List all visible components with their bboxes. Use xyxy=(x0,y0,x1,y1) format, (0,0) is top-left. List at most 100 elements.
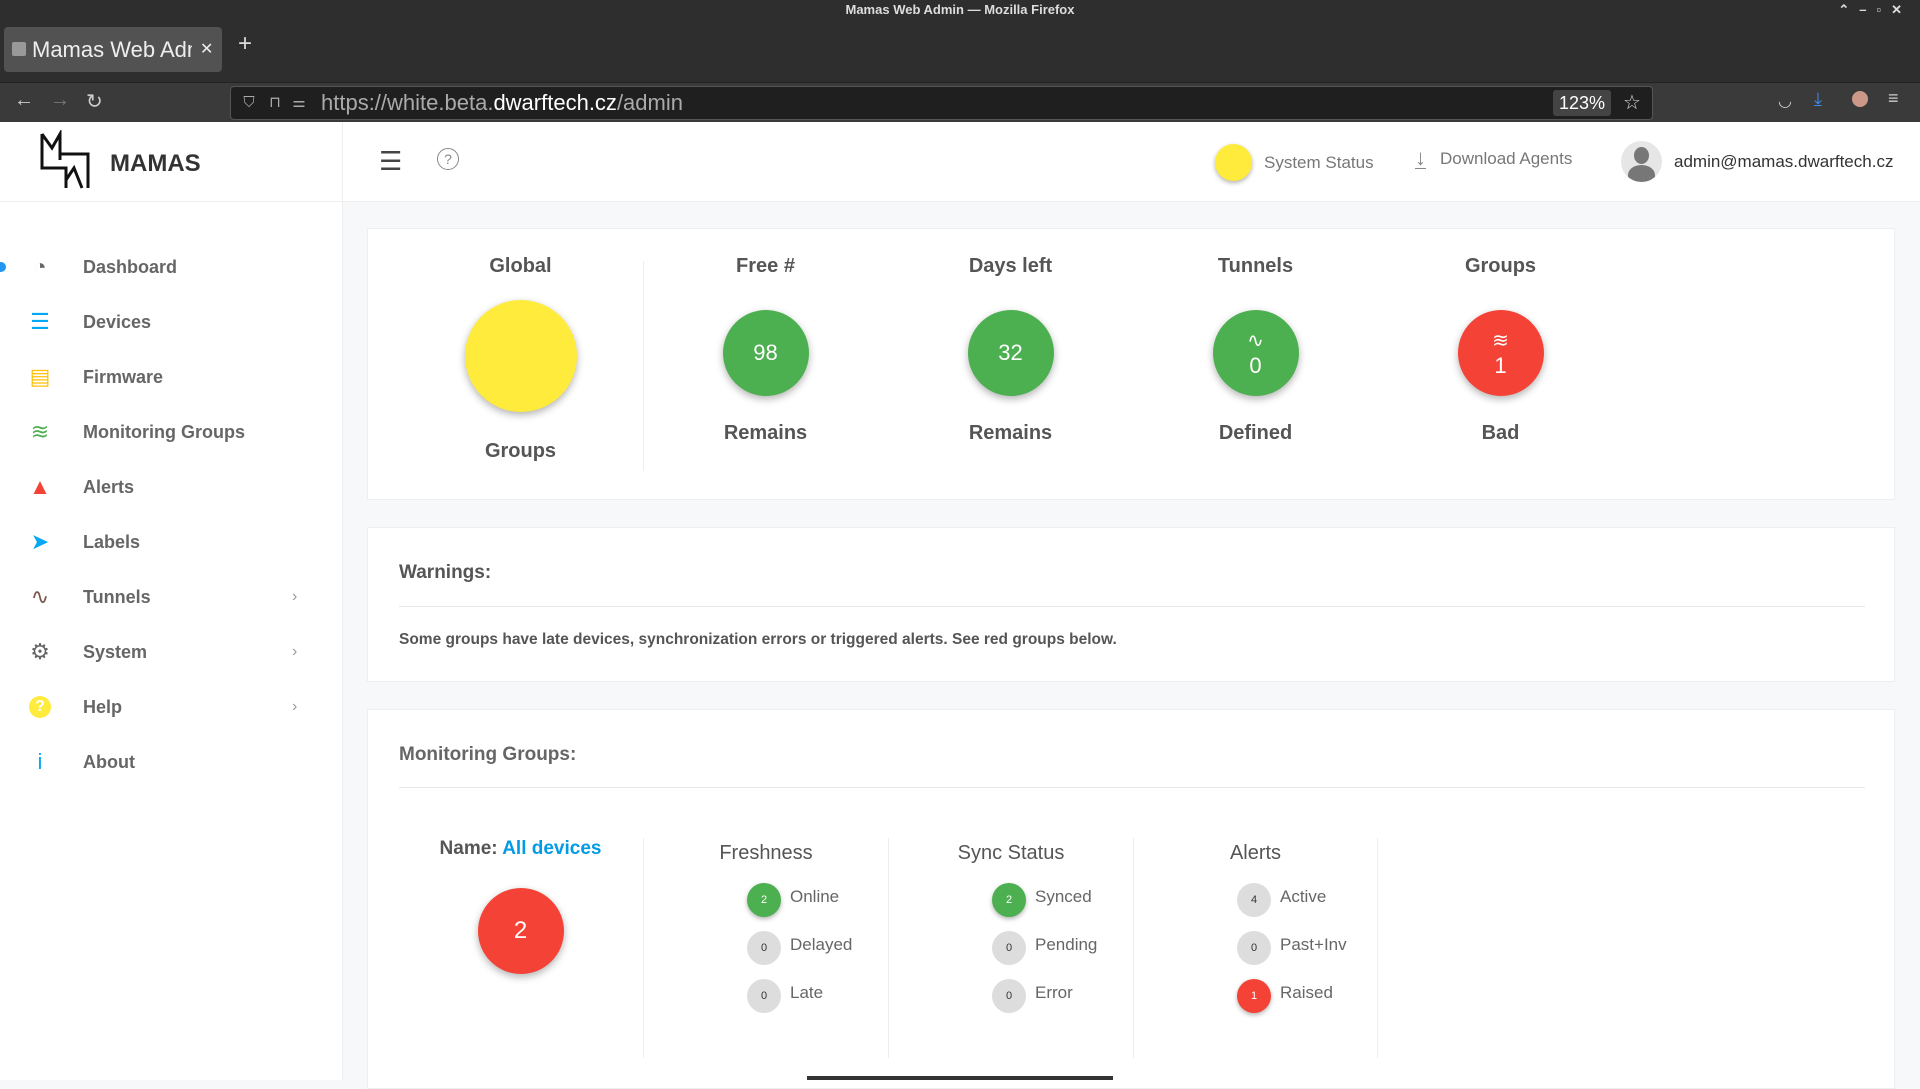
sidebar-item-label: Alerts xyxy=(83,476,135,497)
close-tab-icon[interactable]: ✕ xyxy=(200,41,214,58)
count-badge[interactable]: 2 xyxy=(992,883,1026,917)
sidebar-item-system[interactable]: ⚙ System › xyxy=(0,627,342,677)
name-label: Name: xyxy=(439,838,498,859)
forward-icon[interactable]: → xyxy=(50,89,70,111)
count-badge[interactable]: 0 xyxy=(747,979,781,1013)
monitoring-groups-card: Monitoring Groups: Name: All devices 2 F… xyxy=(367,709,1895,1089)
summary-card: Global Groups Free # 98 Remains Days left … xyxy=(367,228,1895,500)
sidebar-item-label: Help xyxy=(83,696,123,717)
dashboard-icon: ◔ xyxy=(33,254,47,279)
count-value: 4 xyxy=(1250,894,1258,906)
count-badge[interactable]: 0 xyxy=(992,979,1026,1013)
url-path: /admin xyxy=(616,90,683,115)
sidebar-item-devices[interactable]: ☰ Devices xyxy=(0,297,342,347)
stat-value: 1 xyxy=(1494,352,1507,378)
count-label: Error xyxy=(1035,983,1073,1002)
back-icon[interactable]: ← xyxy=(14,89,34,111)
user-email: admin@mamas.dwarftech.cz xyxy=(1674,151,1894,171)
sidebar-item-label: Tunnels xyxy=(83,586,151,607)
count-value: 0 xyxy=(760,942,768,954)
sidebar-item-tunnels[interactable]: ∿ Tunnels › xyxy=(0,572,342,622)
pocket-icon[interactable]: ◡ xyxy=(1778,93,1792,110)
menu-icon[interactable]: ≡ xyxy=(1888,88,1899,108)
sidebar-item-label: System xyxy=(83,641,148,662)
stat-circle[interactable]: 98 xyxy=(722,310,809,396)
zoom-level[interactable]: 123% xyxy=(1553,90,1612,116)
user-menu[interactable]: admin@mamas.dwarftech.cz xyxy=(1621,141,1893,182)
extension-icon[interactable] xyxy=(1852,91,1868,107)
tab-title: Mamas Web Admin xyxy=(32,37,192,62)
horizontal-scrollbar[interactable] xyxy=(807,1076,1113,1080)
download-agents-label: Download Agents xyxy=(1440,148,1573,168)
stat-circle[interactable]: ≋ 1 xyxy=(1457,310,1544,396)
hamburger-menu-icon[interactable]: ☰ xyxy=(379,146,403,176)
sidebar-item-dashboard[interactable]: ◔ Dashboard xyxy=(0,242,342,292)
count-label: Active xyxy=(1280,887,1327,906)
mamas-logo xyxy=(38,128,94,190)
stat-title: Days left xyxy=(968,255,1053,277)
stat-label: Groups xyxy=(484,440,557,462)
permissions-icon[interactable]: ⚌ xyxy=(292,94,306,111)
reload-icon[interactable]: ↻ xyxy=(86,91,103,113)
downloads-icon[interactable]: ⤓ xyxy=(1814,89,1822,109)
sidebar-item-label: Dashboard xyxy=(83,256,178,277)
group-name-column: Name: All devices 2 xyxy=(398,838,643,974)
column-alerts: Alerts 4 Active 0 Past+Inv 1 Raised xyxy=(1133,838,1378,1058)
lock-icon[interactable]: ⊓ xyxy=(269,94,281,111)
stat-circle[interactable] xyxy=(464,300,577,412)
divider xyxy=(399,606,1865,607)
stat-circle[interactable]: 32 xyxy=(967,310,1054,396)
group-count: 2 xyxy=(513,917,528,944)
new-tab-button[interactable]: + xyxy=(238,30,253,57)
question-icon: ? xyxy=(29,696,51,718)
sidebar-item-labels[interactable]: ➤ Labels xyxy=(0,517,342,567)
sidebar-item-label: Monitoring Groups xyxy=(83,421,245,442)
count-badge[interactable]: 4 xyxy=(1237,883,1271,917)
window-controls[interactable]: ⌃–▫✕ xyxy=(1838,2,1912,17)
help-icon[interactable]: ? xyxy=(437,148,459,170)
count-label: Synced xyxy=(1035,887,1092,906)
sidebar-item-label: Labels xyxy=(83,531,141,552)
sidebar-item-about[interactable]: i About xyxy=(0,737,342,787)
stat-free-: Free # 98 Remains xyxy=(643,255,888,445)
group-name-link[interactable]: All devices xyxy=(502,838,602,859)
info-icon: i xyxy=(37,749,43,774)
system-status-label: System Status xyxy=(1264,152,1374,172)
warning-icon: ▲ xyxy=(29,474,51,499)
sidebar-item-alerts[interactable]: ▲ Alerts xyxy=(0,462,342,512)
url-bar[interactable]: ⛉ ⊓ ⚌ https://white.beta.dwarftech.cz/ad… xyxy=(230,86,1653,120)
chevron-right-icon: › xyxy=(292,643,298,660)
sidebar-item-help[interactable]: ? Help › xyxy=(0,682,342,732)
group-status-circle[interactable]: 2 xyxy=(477,888,564,974)
sidebar-item-monitoring-groups[interactable]: ≋ Monitoring Groups xyxy=(0,407,342,457)
column-title: Sync Status xyxy=(957,842,1065,864)
count-badge[interactable]: 0 xyxy=(1237,931,1271,965)
divider xyxy=(399,787,1865,788)
file-icon: ▤ xyxy=(29,364,51,389)
shield-icon[interactable]: ⛉ xyxy=(243,94,255,111)
count-badge[interactable]: 1 xyxy=(1237,979,1271,1013)
stat-days-left: Days left 32 Remains xyxy=(888,255,1133,445)
count-label: Online xyxy=(790,887,840,906)
column-sync-status: Sync Status 2 Synced 0 Pending 0 Error xyxy=(888,838,1133,1058)
count-badge[interactable]: 2 xyxy=(747,883,781,917)
browser-tab[interactable]: Mamas Web Admin ✕ xyxy=(4,27,222,72)
count-value: 2 xyxy=(1005,894,1013,906)
sidebar-item-firmware[interactable]: ▤ Firmware xyxy=(0,352,342,402)
download-icon: ↓ xyxy=(1415,145,1426,170)
layers-icon: ≋ xyxy=(1492,329,1509,352)
count-badge[interactable]: 0 xyxy=(747,931,781,965)
chevron-right-icon: › xyxy=(292,588,298,605)
count-label: Pending xyxy=(1035,935,1098,954)
sidebar-item-label: Devices xyxy=(83,311,152,332)
status-indicator xyxy=(1215,144,1252,181)
count-badge[interactable]: 0 xyxy=(992,931,1026,965)
avatar xyxy=(1621,141,1662,182)
stat-circle[interactable]: ∿ 0 xyxy=(1212,310,1299,396)
column-title: Alerts xyxy=(1229,842,1282,864)
download-agents-button[interactable]: ↓ Download Agents xyxy=(1415,145,1573,170)
system-status-button[interactable]: System Status xyxy=(1215,144,1374,181)
count-label: Late xyxy=(790,983,824,1002)
bookmark-star-icon[interactable]: ☆ xyxy=(1623,92,1641,114)
divider xyxy=(0,201,342,202)
